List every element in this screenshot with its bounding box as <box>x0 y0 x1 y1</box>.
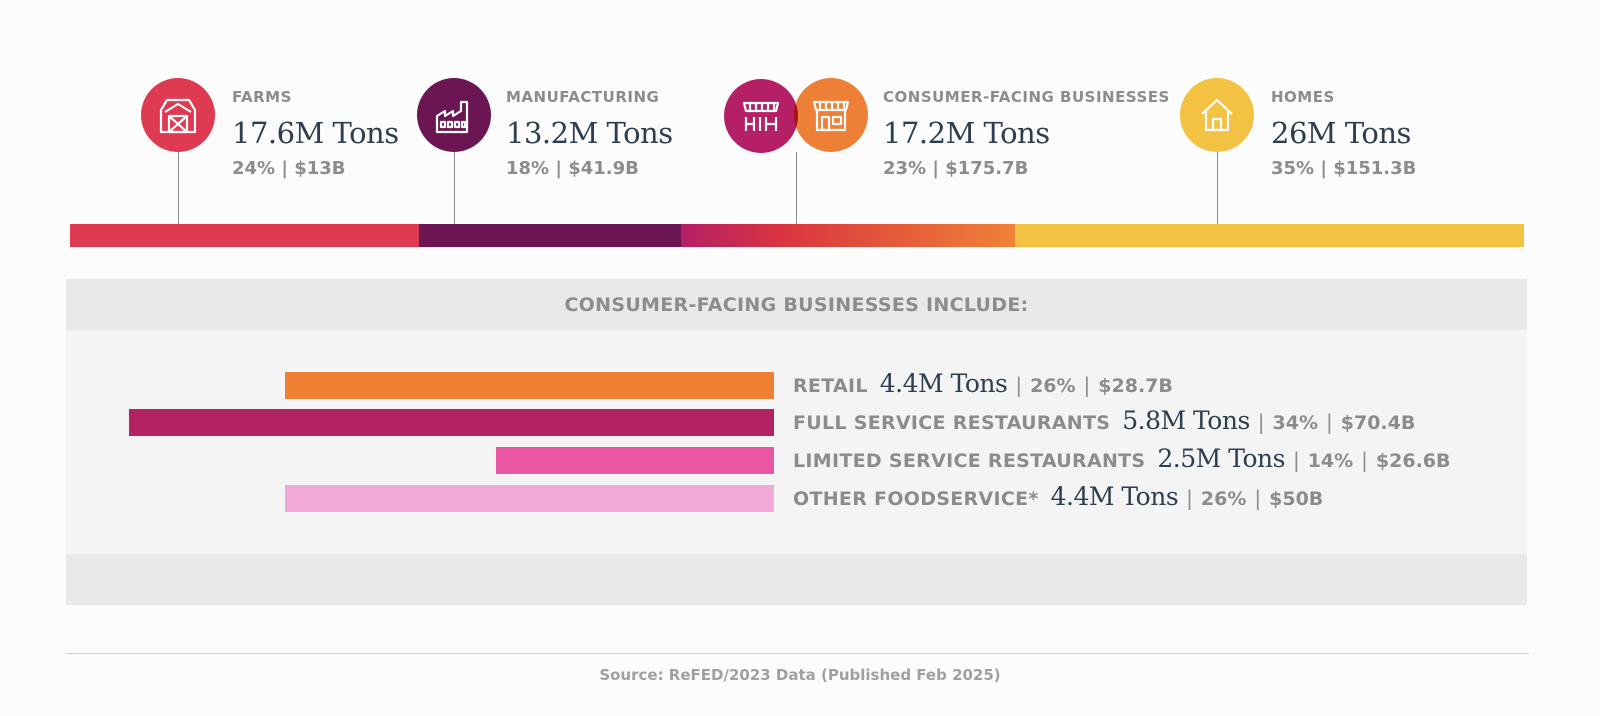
tons-label: 2.5M Tons <box>1157 444 1285 473</box>
sector-share: 23% | $175.7B <box>883 158 1029 179</box>
percent-label: 34% <box>1272 412 1319 434</box>
sector-tons: 17.2M Tons <box>883 116 1050 150</box>
sector-share: 24% | $13B <box>232 158 346 179</box>
sector-label: CONSUMER-FACING BUSINESSES <box>883 88 1170 106</box>
sector-label: FARMS <box>232 88 292 106</box>
bar-label-0: RETAIL 4.4M Tons | 26% | $28.7B <box>793 369 1181 399</box>
separator: | <box>1326 410 1333 434</box>
dollar-label: $50B <box>1269 488 1324 510</box>
category-label: LIMITED SERVICE RESTAURANTS <box>793 450 1146 472</box>
farms-stem <box>178 152 179 224</box>
consumer-text: CONSUMER-FACING BUSINESSES 17.2M Tons 23… <box>883 88 1170 179</box>
sector-share: 35% | $151.3B <box>1271 158 1417 179</box>
house-icon <box>1180 78 1254 152</box>
consumer-breakdown-panel <box>66 330 1527 554</box>
factory-icon <box>417 78 491 152</box>
separator: | <box>1361 448 1368 472</box>
separator: | <box>1292 448 1300 472</box>
separator: | <box>1083 373 1091 397</box>
band-farms <box>70 224 419 247</box>
sector-label: MANUFACTURING <box>506 88 660 106</box>
percent-label: 14% <box>1307 450 1354 472</box>
tons-label: 4.4M Tons <box>879 369 1008 398</box>
band-consumer-facing <box>681 224 1015 247</box>
percent-label: 26% <box>1200 488 1247 510</box>
homes-text: HOMES 26M Tons 35% | $151.3B <box>1271 88 1416 179</box>
market-stall-icon <box>724 79 798 153</box>
farms-text: FARMS 17.6M Tons 24% | $13B <box>232 88 399 179</box>
dollar-label: $70.4B <box>1340 412 1416 434</box>
bar-label-2: LIMITED SERVICE RESTAURANTS 2.5M Tons | 14%… <box>793 444 1459 474</box>
separator: | <box>1015 373 1023 397</box>
bar-2 <box>496 447 774 474</box>
consumer-stem <box>796 152 797 224</box>
separator: | <box>1257 410 1265 434</box>
sector-share: 18% | $41.9B <box>506 158 639 179</box>
percent-label: 26% <box>1030 375 1076 397</box>
source-note: Source: ReFED/2023 Data (Published Feb 2… <box>599 666 1001 684</box>
category-label: FULL SERVICE RESTAURANTS <box>793 412 1111 434</box>
band-manufacturing <box>419 224 681 247</box>
storefront-icon <box>794 78 868 152</box>
bar-1 <box>129 409 774 436</box>
bar-label-3: OTHER FOODSERVICE* 4.4M Tons | 26% | $50B <box>793 482 1331 512</box>
panel-title: CONSUMER-FACING BUSINESSES INCLUDE: <box>66 279 1527 330</box>
dollar-label: $26.6B <box>1375 450 1451 472</box>
panel-footer <box>66 554 1527 605</box>
category-label: OTHER FOODSERVICE* <box>793 488 1039 510</box>
tons-label: 5.8M Tons <box>1122 406 1250 435</box>
bar-0 <box>285 372 774 399</box>
tons-label: 4.4M Tons <box>1050 482 1179 511</box>
sector-tons: 17.6M Tons <box>232 116 399 150</box>
separator: | <box>1254 486 1262 510</box>
manufacturing-text: MANUFACTURING 13.2M Tons 18% | $41.9B <box>506 88 673 179</box>
dollar-label: $28.7B <box>1098 375 1173 397</box>
barn-icon <box>141 78 215 152</box>
bar-3 <box>285 485 774 512</box>
band-homes <box>1015 224 1524 247</box>
bar-label-1: FULL SERVICE RESTAURANTS 5.8M Tons | 34% | $7… <box>793 406 1423 436</box>
sector-tons: 26M Tons <box>1271 116 1411 150</box>
separator: | <box>1186 486 1193 510</box>
divider <box>66 653 1529 654</box>
sector-label: HOMES <box>1271 88 1335 106</box>
manufacturing-stem <box>454 152 455 224</box>
sector-tons: 13.2M Tons <box>506 116 673 150</box>
homes-stem <box>1217 152 1218 224</box>
category-label: RETAIL <box>793 375 868 397</box>
